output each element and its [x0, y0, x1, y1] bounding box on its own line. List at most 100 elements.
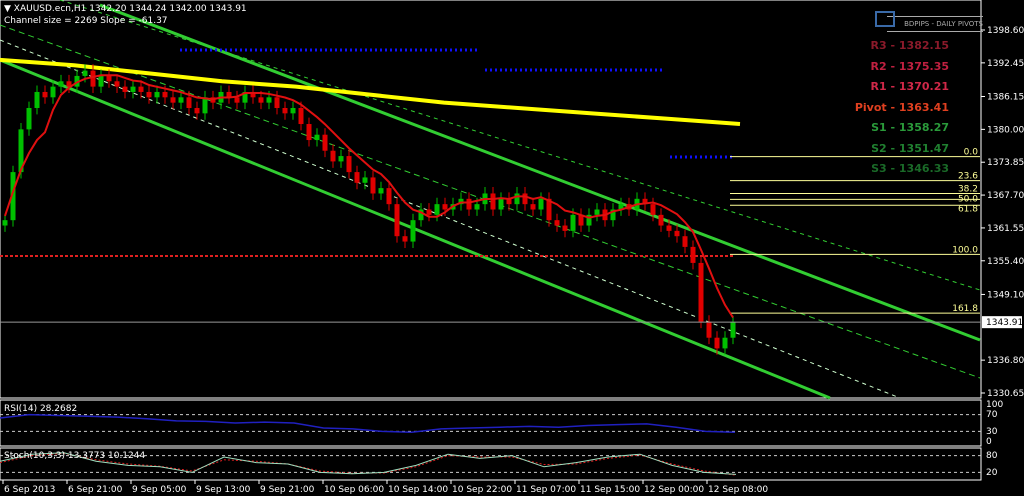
pivot-title: BDPIPS - DAILY PIVOTS: [887, 16, 983, 32]
candle: [370, 177, 376, 194]
price-tick-label: 1373.85: [987, 158, 1024, 168]
rsi-line: [0, 413, 736, 433]
candle: [402, 236, 408, 242]
stoch-level-label: 20: [986, 468, 998, 478]
candle: [538, 198, 544, 210]
candle: [466, 198, 472, 210]
candle: [114, 81, 120, 87]
pivot-level: S3 - 1346.33: [871, 162, 949, 175]
candle: [658, 214, 664, 226]
time-tick-label: 9 Sep 05:00: [132, 485, 187, 495]
pivot-level: R3 - 1382.15: [870, 39, 949, 52]
price-tick-label: 1367.70: [987, 191, 1024, 201]
candle: [522, 193, 528, 205]
candle: [506, 198, 512, 205]
menu-triangle-icon[interactable]: ▼: [4, 4, 11, 14]
candle: [346, 156, 352, 173]
candle: [618, 204, 624, 210]
fib-level-label: 38.2: [958, 184, 978, 194]
pivot-level: Pivot - 1363.41: [854, 100, 949, 114]
stoch-level-label: 80: [986, 451, 998, 461]
candle: [274, 97, 280, 108]
rsi-level-label: 0: [986, 437, 992, 447]
rsi-pane-border: [0, 399, 982, 447]
ma-fast-line: [4, 74, 734, 319]
price-tick-label: 1330.65: [987, 389, 1024, 399]
candle: [314, 134, 320, 141]
candle: [714, 337, 720, 349]
candle: [154, 91, 160, 98]
price-tick-label: 1386.15: [987, 93, 1024, 103]
candle: [554, 220, 560, 226]
candle: [106, 75, 112, 82]
candle: [266, 97, 272, 103]
price-tick-label: 1380.00: [987, 125, 1024, 135]
fib-level-label: 161.8: [952, 304, 978, 314]
fib-level-label: 100.0: [952, 245, 978, 255]
candle: [202, 97, 208, 114]
candle: [610, 209, 616, 221]
rsi-label: RSI(14) 28.2682: [4, 404, 77, 414]
candle: [690, 246, 696, 263]
candle: [378, 188, 384, 194]
candle: [578, 214, 584, 226]
candle: [586, 214, 592, 226]
candle: [418, 209, 424, 221]
channel-line: [0, 24, 981, 379]
candle: [562, 225, 568, 231]
candle: [50, 86, 56, 98]
candle: [362, 177, 368, 183]
candle: [410, 220, 416, 242]
candle: [434, 204, 440, 215]
candle: [458, 198, 464, 205]
rsi-level-label: 70: [986, 410, 998, 420]
candle: [146, 91, 152, 98]
pivot-logo-icon: [875, 11, 895, 27]
channel-line: [59, 0, 981, 291]
candle: [2, 220, 8, 226]
price-tick-label: 1336.80: [987, 356, 1024, 366]
candle: [178, 97, 184, 103]
candle: [42, 91, 48, 98]
candle: [514, 193, 520, 205]
candle: [242, 91, 248, 103]
candle: [290, 107, 296, 114]
channel-info: Channel size = 2269 Slope = -61.37: [4, 16, 168, 26]
channel-line: [0, 39, 901, 399]
candle: [10, 172, 16, 221]
candle: [530, 204, 536, 210]
candle: [666, 225, 672, 231]
pivot-level: S2 - 1351.47: [871, 141, 949, 155]
time-tick-label: 11 Sep 15:00: [580, 485, 640, 495]
candle: [186, 97, 192, 108]
stoch-main-line: [0, 452, 737, 475]
candle: [122, 86, 128, 92]
price-tick-label: 1398.60: [987, 26, 1024, 36]
candle: [34, 91, 40, 108]
candle: [58, 81, 64, 87]
time-tick-label: 10 Sep 06:00: [324, 485, 384, 495]
rsi-level-label: 30: [986, 427, 998, 437]
candle: [250, 91, 256, 98]
candle: [498, 198, 504, 210]
symbol-info: XAUUSD.ecn,H1 1342.20 1344.24 1342.00 13…: [13, 4, 247, 14]
candle: [330, 150, 336, 162]
ma-slow-line: [0, 57, 741, 127]
fib-level-label: 61.8: [958, 204, 978, 214]
candle: [650, 204, 656, 215]
time-tick-label: 9 Sep 13:00: [196, 485, 251, 495]
candle: [82, 70, 88, 76]
pivot-level: S1 - 1358.27: [871, 121, 949, 134]
candle: [258, 97, 264, 103]
price-tick-label: 1355.40: [987, 257, 1024, 267]
time-tick-label: 6 Sep 2013: [4, 485, 55, 495]
fib-level-label: 0.0: [964, 148, 979, 158]
candle: [730, 322, 736, 338]
rsi-level-label: 100: [986, 400, 1003, 410]
price-tick-label: 1392.45: [987, 59, 1024, 69]
time-tick-label: 9 Sep 21:00: [260, 485, 315, 495]
candle: [674, 230, 680, 237]
candle: [546, 198, 552, 221]
candle: [98, 75, 104, 87]
